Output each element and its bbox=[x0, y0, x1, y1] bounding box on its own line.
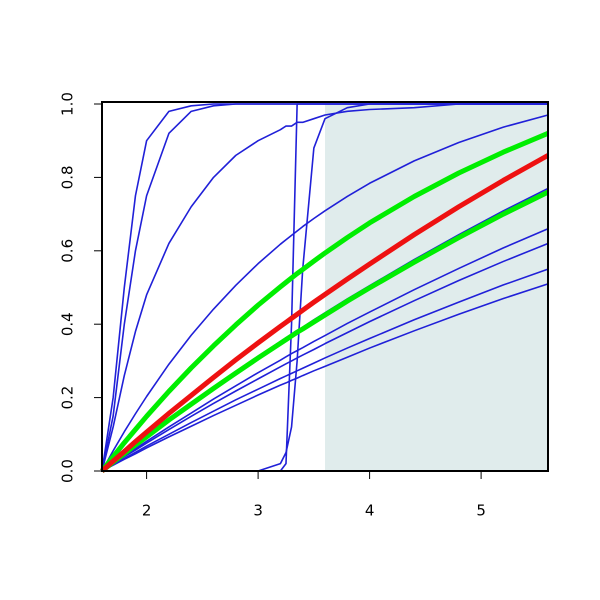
y-tick-label: 1.0 bbox=[59, 92, 77, 116]
series-line bbox=[101, 103, 548, 472]
y-tick-label: 0.2 bbox=[59, 386, 77, 410]
series-line bbox=[101, 114, 549, 472]
series-line bbox=[100, 131, 549, 473]
x-tick-label: 5 bbox=[476, 502, 486, 520]
series-line bbox=[101, 283, 549, 472]
plot-frame bbox=[101, 101, 549, 472]
y-tick-label: 0.4 bbox=[59, 312, 77, 336]
x-tick-label: 4 bbox=[365, 502, 375, 520]
series-line bbox=[100, 153, 550, 473]
x-tick-label: 2 bbox=[142, 502, 152, 520]
y-tick-label: 0.6 bbox=[59, 239, 77, 263]
y-tick-label: 0.8 bbox=[59, 165, 77, 189]
series-line bbox=[101, 242, 549, 472]
series-line bbox=[101, 268, 549, 472]
y-tick-label: 0.0 bbox=[59, 459, 77, 483]
series-line bbox=[101, 228, 549, 472]
x-tick-label: 3 bbox=[253, 502, 263, 520]
series-line bbox=[100, 189, 550, 473]
shaded-region bbox=[325, 104, 548, 471]
